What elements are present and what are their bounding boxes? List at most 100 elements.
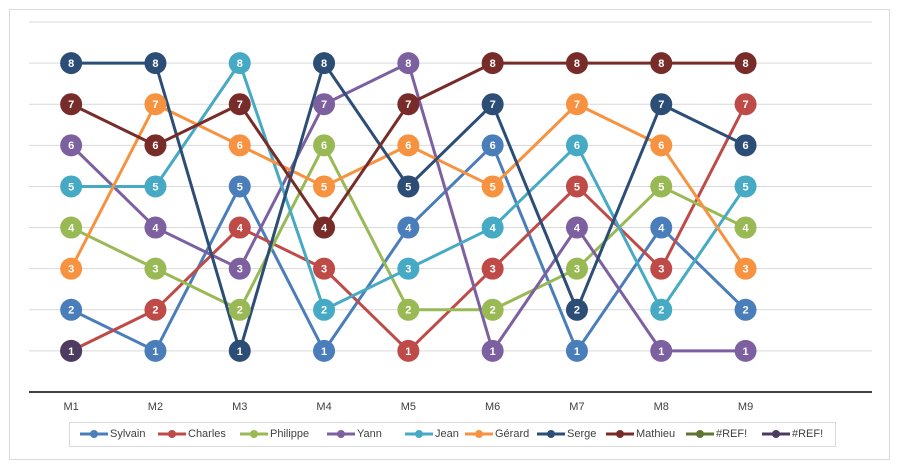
data-label: 2 [742, 305, 748, 317]
marker [60, 257, 83, 280]
marker [397, 175, 420, 198]
x-tick-label: M5 [401, 401, 416, 413]
marker [228, 134, 251, 157]
data-label: 2 [237, 305, 243, 317]
marker [650, 298, 673, 321]
data-label: 5 [405, 181, 411, 193]
marker [481, 216, 504, 239]
legend-label: Philippe [270, 428, 309, 440]
marker [313, 339, 336, 362]
legend-marker [772, 430, 780, 438]
data-label: 1 [321, 346, 327, 358]
marker [565, 175, 588, 198]
legend-marker [547, 430, 555, 438]
legend-marker [616, 430, 624, 438]
legend-marker [337, 430, 345, 438]
x-tick-label: M6 [485, 401, 500, 413]
data-label: 4 [152, 222, 159, 234]
data-label: 1 [574, 346, 580, 358]
data-label: 4 [658, 222, 665, 234]
marker [734, 298, 757, 321]
data-label: 6 [490, 140, 496, 152]
data-label: 8 [68, 58, 74, 70]
data-label: 1 [237, 346, 243, 358]
data-label: 5 [742, 181, 748, 193]
data-label: 3 [658, 264, 664, 276]
marker [144, 257, 167, 280]
marker [397, 298, 420, 321]
data-label: 3 [742, 264, 748, 276]
marker [481, 134, 504, 157]
marker [313, 257, 336, 280]
marker [60, 52, 83, 75]
data-label: 8 [490, 58, 496, 70]
data-label: 7 [574, 99, 580, 111]
data-label: 1 [152, 346, 158, 358]
marker [313, 52, 336, 75]
marker [734, 339, 757, 362]
marker [397, 257, 420, 280]
legend-label: #REF! [792, 428, 823, 440]
legend-label: Yann [357, 428, 382, 440]
marker [565, 257, 588, 280]
marker [650, 93, 673, 116]
marker [144, 134, 167, 157]
data-label: 8 [321, 58, 327, 70]
legend-label: Mathieu [636, 428, 675, 440]
data-label: 6 [742, 140, 748, 152]
marker [228, 339, 251, 362]
data-label: 5 [68, 181, 74, 193]
marker [481, 93, 504, 116]
data-label: 6 [658, 140, 664, 152]
data-label: 1 [658, 346, 664, 358]
data-label: 7 [152, 99, 158, 111]
data-label: 4 [68, 222, 75, 234]
x-tick-label: M4 [316, 401, 331, 413]
data-label: 6 [405, 140, 411, 152]
x-tick-label: M2 [148, 401, 163, 413]
data-label: 1 [405, 346, 411, 358]
data-label: 8 [574, 58, 580, 70]
data-label: 4 [321, 222, 328, 234]
data-label: 5 [152, 181, 158, 193]
data-label: 6 [152, 140, 158, 152]
marker [565, 134, 588, 157]
data-label: 2 [658, 305, 664, 317]
legend-marker [90, 430, 98, 438]
data-label: 8 [237, 58, 243, 70]
x-tick-label: M3 [232, 401, 247, 413]
x-tick-label: M8 [654, 401, 669, 413]
data-label: 3 [574, 264, 580, 276]
data-label: 2 [321, 305, 327, 317]
data-label: 6 [574, 140, 580, 152]
data-label: 5 [237, 181, 243, 193]
marker [60, 93, 83, 116]
data-label: 4 [742, 222, 749, 234]
x-tick-label: M1 [64, 401, 79, 413]
marker [565, 298, 588, 321]
data-label: 5 [658, 181, 664, 193]
marker [650, 339, 673, 362]
marker [60, 134, 83, 157]
marker [734, 93, 757, 116]
data-label: 2 [68, 305, 74, 317]
marker [228, 175, 251, 198]
marker [734, 52, 757, 75]
data-label: 2 [490, 305, 496, 317]
legend-label: Gérard [495, 428, 529, 440]
marker [397, 134, 420, 157]
data-label: 8 [658, 58, 664, 70]
data-label: 6 [68, 140, 74, 152]
legend-marker [250, 430, 258, 438]
marker [313, 93, 336, 116]
marker [565, 93, 588, 116]
marker [650, 216, 673, 239]
data-label: 8 [405, 58, 411, 70]
data-label: 7 [490, 99, 496, 111]
marker [397, 52, 420, 75]
legend-label: Charles [188, 428, 226, 440]
legend-marker [168, 430, 176, 438]
marker [734, 216, 757, 239]
marker [397, 93, 420, 116]
